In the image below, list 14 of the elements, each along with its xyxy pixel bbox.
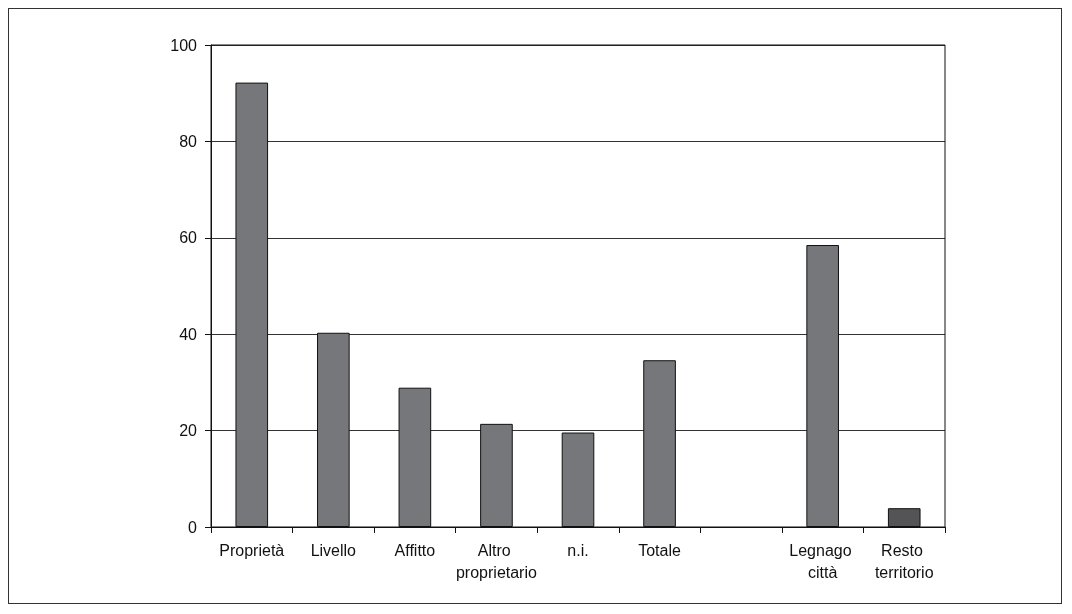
y-tick-label: 100 [170,36,198,54]
x-tick-label: Legnago città [789,541,857,581]
x-tick-label: Resto territorio [874,541,934,581]
x-tick-label: Proprietà [219,541,285,559]
y-tick-label: 40 [179,325,198,343]
x-tick-label: Livello [310,541,357,559]
y-tick-label: 0 [188,518,198,536]
x-tick-label: Totale [638,541,681,559]
y-tick-label: 20 [179,422,198,440]
x-tick-label: n.i. [567,541,589,559]
y-tick-label: 60 [179,229,198,247]
x-tick-label: Affitto [394,541,436,559]
y-tick-label: 80 [179,132,198,150]
x-tick-label: Altro proprietario [455,541,538,581]
